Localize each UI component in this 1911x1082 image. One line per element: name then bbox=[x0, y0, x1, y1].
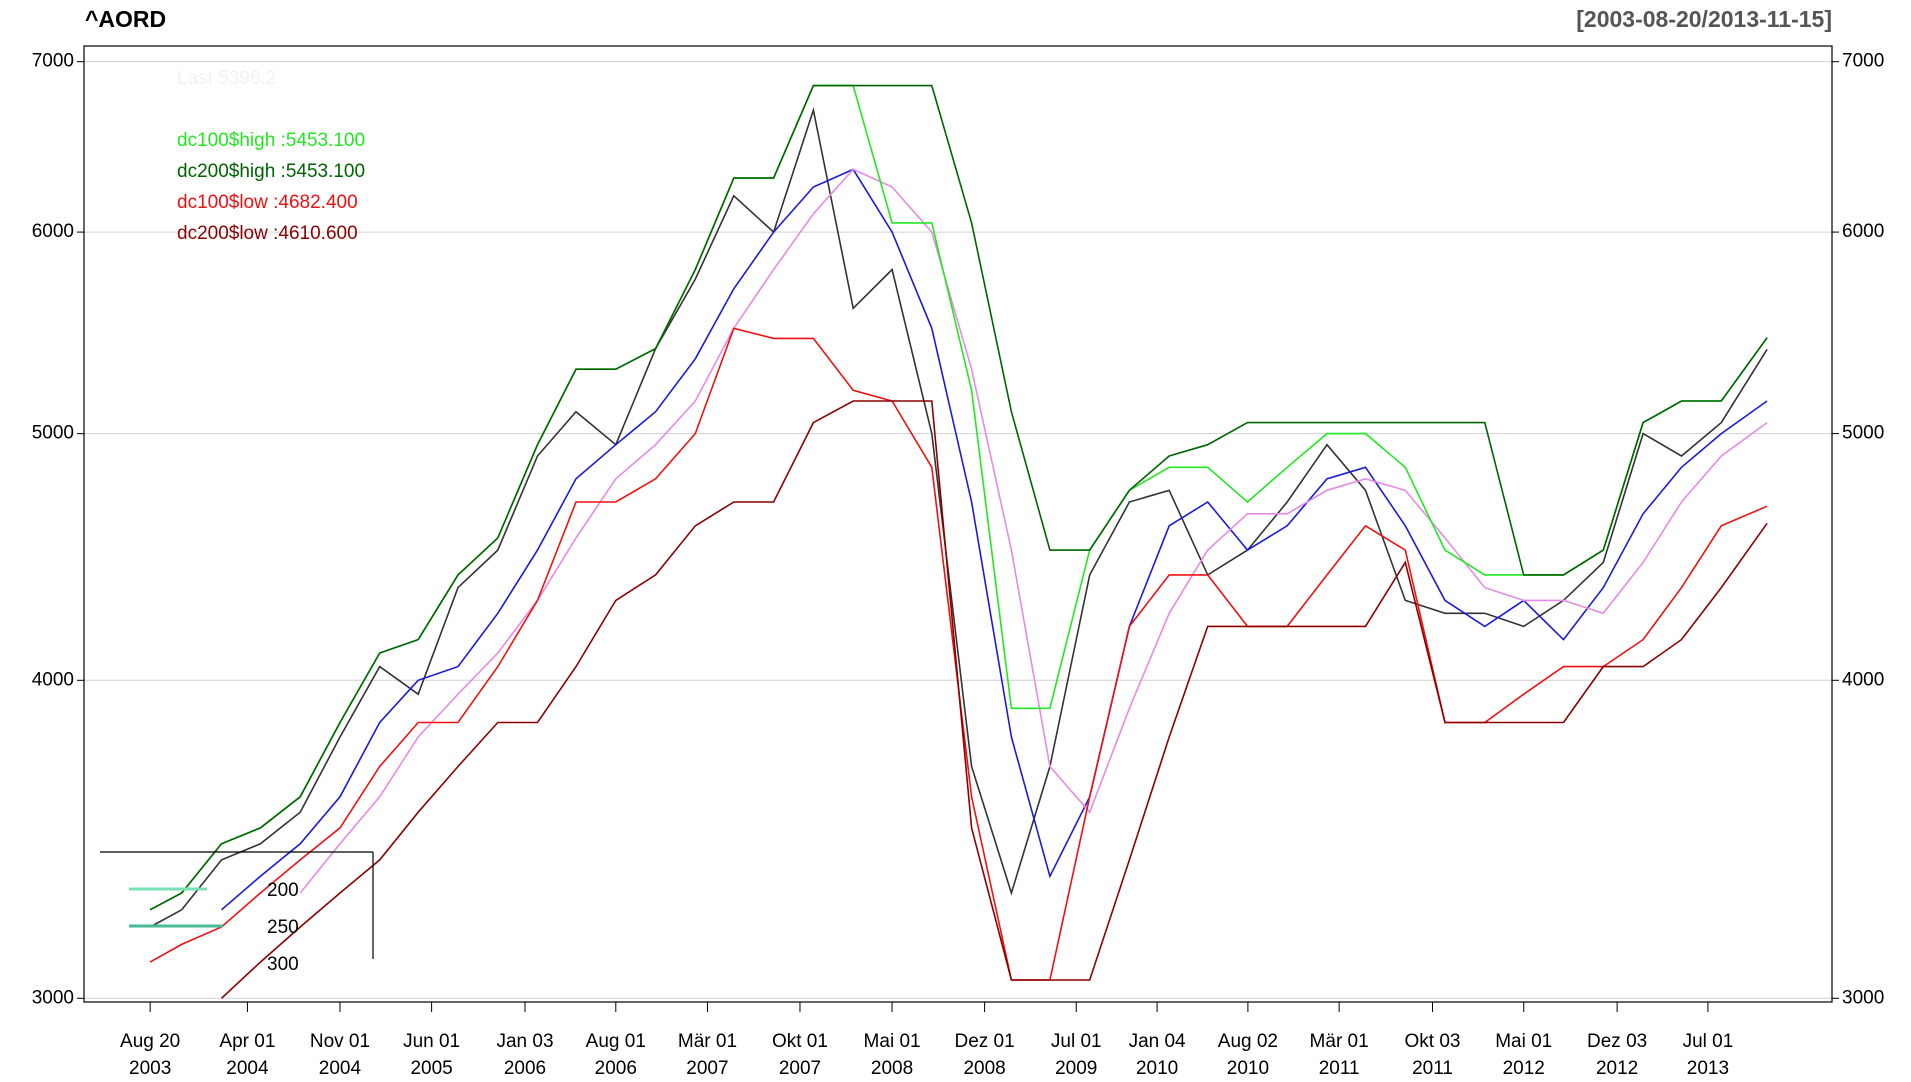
x-tick-label: 2008 bbox=[871, 1058, 913, 1079]
series-line bbox=[299, 168, 1768, 894]
x-tick-label: 2007 bbox=[779, 1058, 821, 1079]
legend-entry: dc200$low :4610.600 bbox=[177, 223, 358, 244]
x-tick-label: 2004 bbox=[226, 1058, 269, 1079]
plot-frame bbox=[83, 45, 1833, 1003]
x-tick-label: Jun 01 bbox=[403, 1031, 460, 1052]
x-tick-label: Okt 01 bbox=[772, 1031, 828, 1052]
x-tick-label: 2012 bbox=[1503, 1058, 1545, 1079]
x-tick-label: Jul 01 bbox=[1051, 1031, 1102, 1052]
x-tick-label: 2006 bbox=[504, 1058, 546, 1079]
box-legend-label: 300 bbox=[267, 954, 299, 975]
y2-tick-label: 5000 bbox=[1842, 423, 1884, 444]
legend-entry: dc100$low :4682.400 bbox=[177, 192, 358, 213]
x-tick-label: Mär 01 bbox=[678, 1031, 737, 1052]
last-value: Last 5396.2 bbox=[177, 68, 276, 89]
box-legend bbox=[100, 851, 374, 959]
x-tick-label: 2008 bbox=[963, 1058, 1005, 1079]
labels: 3000 3000 4000 4000 5000 5000 6000 6000 7000 7000… bbox=[32, 51, 1885, 1079]
x-tick-label: Aug 01 bbox=[586, 1031, 646, 1052]
date-range: [2003-08-20/2013-11-15] bbox=[1576, 6, 1832, 32]
x-tick-label: 2011 bbox=[1412, 1058, 1453, 1079]
x-tick-label: Jan 04 bbox=[1129, 1031, 1186, 1052]
x-tick-label: 2007 bbox=[686, 1058, 728, 1079]
y2-tick-label: 3000 bbox=[1842, 987, 1884, 1008]
chart-title: ^AORD bbox=[85, 6, 166, 32]
x-tick-label: 2003 bbox=[129, 1058, 171, 1079]
y-tick-label: 7000 bbox=[32, 51, 74, 72]
y-tick-label: 3000 bbox=[32, 987, 74, 1008]
series-line bbox=[149, 84, 1768, 911]
legend-entry: dc200$high :5453.100 bbox=[177, 161, 365, 182]
grid bbox=[77, 61, 1839, 1012]
x-tick-label: Okt 03 bbox=[1405, 1031, 1461, 1052]
x-tick-label: 2005 bbox=[410, 1058, 452, 1079]
x-tick-label: Aug 20 bbox=[120, 1031, 180, 1052]
y2-tick-label: 4000 bbox=[1842, 669, 1884, 690]
x-tick-label: Nov 01 bbox=[310, 1031, 370, 1052]
box-legend-label: 250 bbox=[267, 917, 299, 938]
x-tick-label: 2009 bbox=[1055, 1058, 1097, 1079]
y2-tick-label: 6000 bbox=[1842, 221, 1884, 242]
x-tick-label: Dez 03 bbox=[1587, 1031, 1647, 1052]
series-line bbox=[149, 84, 1768, 911]
series-lines bbox=[149, 84, 1768, 999]
x-tick-label: 2010 bbox=[1227, 1058, 1269, 1079]
x-tick-label: Apr 01 bbox=[219, 1031, 275, 1052]
legend-entry: dc100$high :5453.100 bbox=[177, 130, 365, 151]
series-line bbox=[220, 400, 1768, 999]
x-tick-label: 2006 bbox=[595, 1058, 637, 1079]
x-tick-label: 2004 bbox=[319, 1058, 362, 1079]
x-tick-label: Dez 01 bbox=[954, 1031, 1014, 1052]
x-tick-label: Mai 01 bbox=[864, 1031, 921, 1052]
y2-tick-label: 7000 bbox=[1842, 51, 1884, 72]
x-tick-label: Jan 03 bbox=[496, 1031, 553, 1052]
x-tick-label: 2013 bbox=[1687, 1058, 1729, 1079]
x-tick-label: Mär 01 bbox=[1310, 1031, 1369, 1052]
x-tick-label: 2010 bbox=[1136, 1058, 1178, 1079]
series-line bbox=[220, 168, 1768, 911]
y-tick-label: 6000 bbox=[32, 221, 74, 242]
x-tick-label: Mai 01 bbox=[1495, 1031, 1552, 1052]
box-legend-label: 200 bbox=[267, 880, 299, 901]
series-line bbox=[149, 327, 1768, 981]
y-tick-label: 4000 bbox=[32, 669, 74, 690]
x-tick-label: 2011 bbox=[1319, 1058, 1360, 1079]
x-tick-label: Jul 01 bbox=[1683, 1031, 1734, 1052]
x-tick-label: 2012 bbox=[1596, 1058, 1638, 1079]
y-tick-label: 5000 bbox=[32, 423, 74, 444]
series-line bbox=[149, 106, 1768, 928]
x-tick-label: Aug 02 bbox=[1218, 1031, 1278, 1052]
